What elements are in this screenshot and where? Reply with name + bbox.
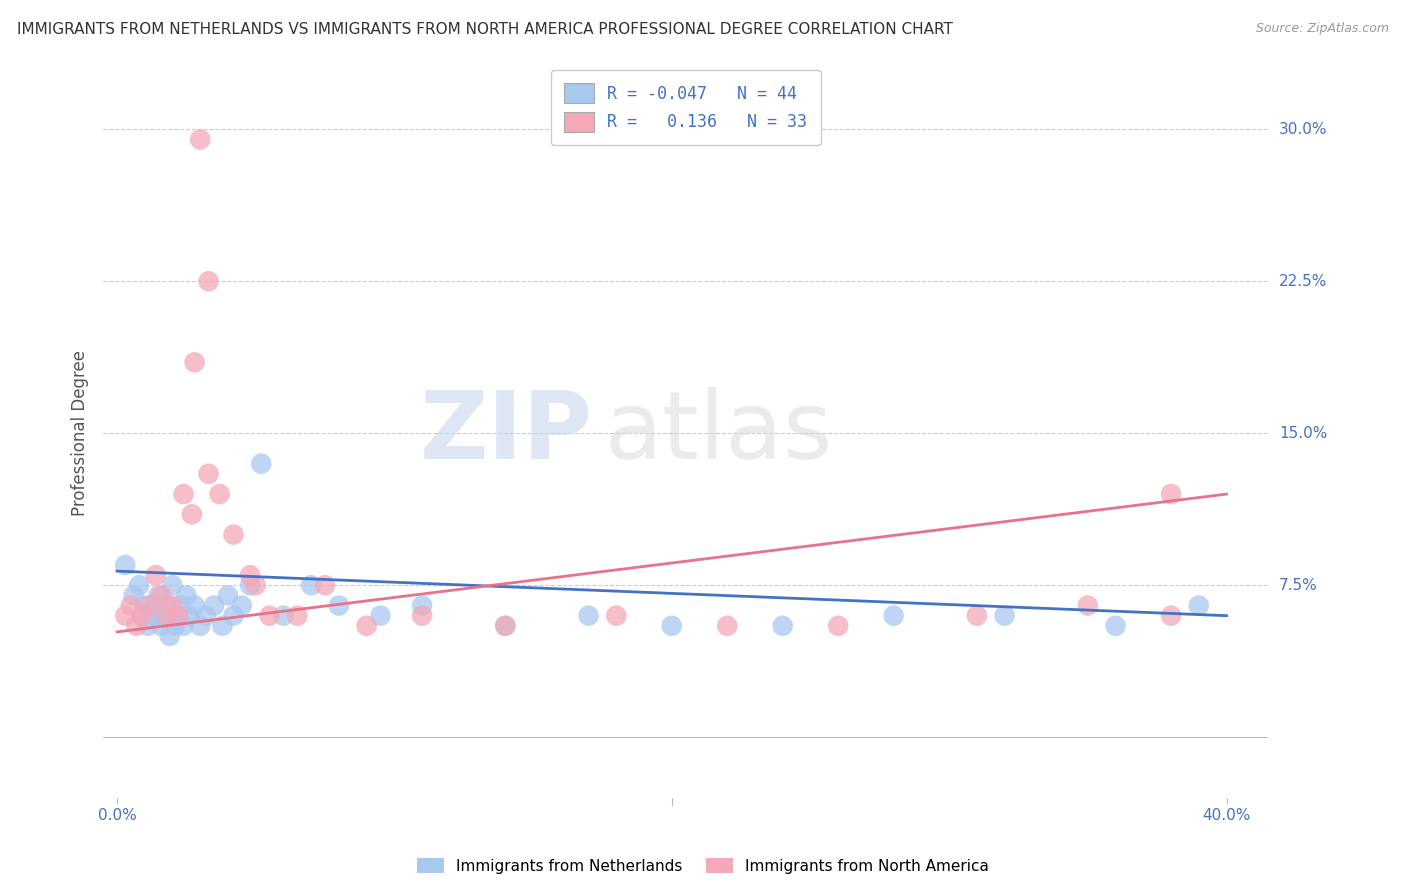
Point <box>197 467 219 481</box>
Point <box>202 599 225 613</box>
Point <box>299 578 322 592</box>
Point <box>217 589 239 603</box>
Point <box>162 599 184 613</box>
Point <box>176 589 198 603</box>
Point <box>145 568 167 582</box>
Point <box>179 608 201 623</box>
Point <box>370 608 392 623</box>
Point <box>605 608 627 623</box>
Point <box>183 599 205 613</box>
Point <box>180 508 202 522</box>
Point <box>134 599 156 613</box>
Text: 22.5%: 22.5% <box>1279 274 1327 289</box>
Point <box>250 457 273 471</box>
Point <box>1160 608 1182 623</box>
Point <box>188 619 211 633</box>
Text: 30.0%: 30.0% <box>1279 122 1327 136</box>
Point <box>156 608 179 623</box>
Point <box>165 619 187 633</box>
Point <box>222 608 245 623</box>
Point <box>231 599 253 613</box>
Point <box>131 608 153 623</box>
Point <box>222 527 245 541</box>
Point <box>139 599 162 613</box>
Text: ZIP: ZIP <box>419 387 592 479</box>
Point <box>239 568 262 582</box>
Text: 7.5%: 7.5% <box>1279 578 1317 593</box>
Text: IMMIGRANTS FROM NETHERLANDS VS IMMIGRANTS FROM NORTH AMERICA PROFESSIONAL DEGREE: IMMIGRANTS FROM NETHERLANDS VS IMMIGRANT… <box>17 22 953 37</box>
Text: 15.0%: 15.0% <box>1279 425 1327 441</box>
Point <box>356 619 378 633</box>
Point <box>411 608 433 623</box>
Legend: R = -0.047   N = 44, R =   0.136   N = 33: R = -0.047 N = 44, R = 0.136 N = 33 <box>551 70 821 145</box>
Point <box>188 132 211 146</box>
Point <box>183 355 205 369</box>
Point <box>128 578 150 592</box>
Point <box>578 608 600 623</box>
Point <box>239 578 262 592</box>
Point <box>827 619 849 633</box>
Point <box>145 599 167 613</box>
Point <box>150 589 173 603</box>
Point <box>245 578 267 592</box>
Point <box>273 608 295 623</box>
Legend: Immigrants from Netherlands, Immigrants from North America: Immigrants from Netherlands, Immigrants … <box>411 852 995 880</box>
Point <box>156 599 179 613</box>
Point <box>1188 599 1211 613</box>
Point <box>167 608 190 623</box>
Point <box>1104 619 1126 633</box>
Point <box>883 608 905 623</box>
Point <box>1160 487 1182 501</box>
Text: Source: ZipAtlas.com: Source: ZipAtlas.com <box>1256 22 1389 36</box>
Point <box>314 578 336 592</box>
Point <box>148 589 170 603</box>
Point <box>153 608 176 623</box>
Point <box>259 608 281 623</box>
Y-axis label: Professional Degree: Professional Degree <box>72 351 89 516</box>
Point <box>167 608 190 623</box>
Point <box>772 619 794 633</box>
Point <box>211 619 233 633</box>
Point <box>197 274 219 288</box>
Point <box>170 599 193 613</box>
Point <box>661 619 683 633</box>
Point <box>125 619 148 633</box>
Text: atlas: atlas <box>605 387 832 479</box>
Point <box>173 487 195 501</box>
Point <box>328 599 350 613</box>
Point <box>139 608 162 623</box>
Point <box>194 608 217 623</box>
Point <box>131 608 153 623</box>
Point <box>966 608 988 623</box>
Point <box>122 589 145 603</box>
Point <box>150 619 173 633</box>
Point <box>285 608 308 623</box>
Point <box>136 619 159 633</box>
Point <box>162 578 184 592</box>
Point <box>494 619 516 633</box>
Point <box>159 629 181 643</box>
Point <box>1077 599 1099 613</box>
Point <box>716 619 738 633</box>
Point <box>173 619 195 633</box>
Point <box>142 608 165 623</box>
Point <box>114 608 136 623</box>
Point <box>120 599 142 613</box>
Point <box>114 558 136 572</box>
Point <box>494 619 516 633</box>
Point <box>411 599 433 613</box>
Point <box>208 487 231 501</box>
Point <box>994 608 1017 623</box>
